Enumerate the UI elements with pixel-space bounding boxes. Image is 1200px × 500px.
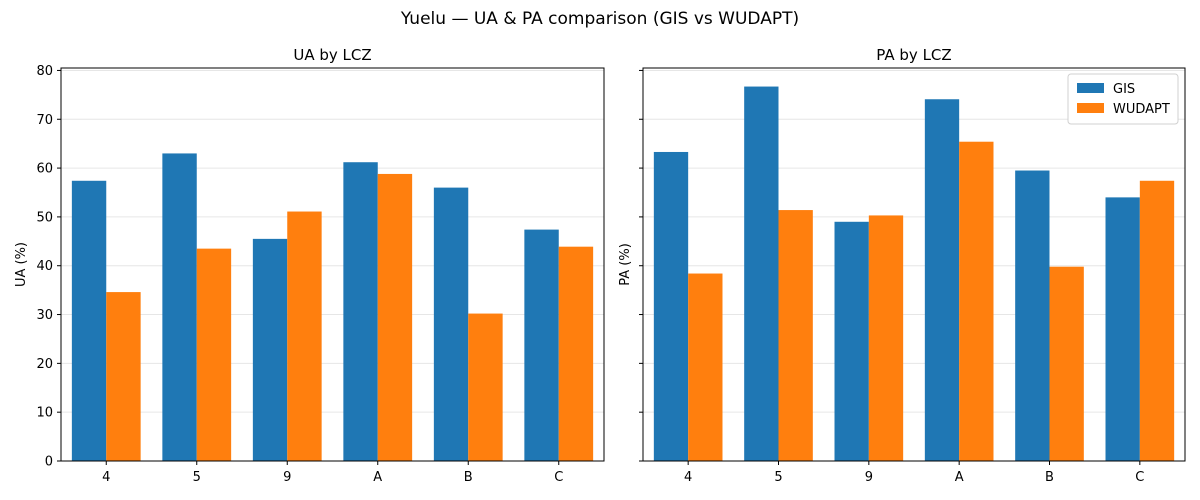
bar-gis-a	[343, 162, 378, 462]
legend-swatch-wudapt	[1077, 103, 1104, 113]
x-tick-label: 5	[193, 470, 201, 485]
legend: GIS WUDAPT	[1067, 73, 1179, 125]
bar-wudapt-4	[688, 273, 723, 461]
bar-wudapt-c	[1139, 180, 1175, 461]
bar-gis-c	[524, 229, 559, 461]
x-tick-label: A	[373, 470, 382, 485]
x-tick-label: 5	[774, 470, 782, 485]
x-tick-label: 4	[102, 470, 110, 485]
y-tick-label: 30	[36, 308, 53, 323]
legend-swatch-gis	[1077, 83, 1104, 93]
axes-frame	[642, 67, 1186, 462]
x-tick-label: B	[1045, 470, 1054, 485]
bar-gis-b	[433, 187, 469, 461]
y-axis-label: PA (%)	[618, 243, 633, 286]
bar-gis-5	[162, 153, 197, 461]
y-tick-label: 50	[36, 210, 53, 225]
pa-panel: 4 5 9 A B C PA by LCZ PA (%) GIS WUDAPT	[618, 46, 1186, 485]
x-tick-label: A	[955, 470, 964, 485]
y-tick-label: 60	[36, 162, 53, 177]
bar-wudapt-a	[377, 173, 413, 461]
bar-gis-c	[1105, 197, 1140, 461]
legend-label-wudapt: WUDAPT	[1113, 102, 1170, 117]
x-tick-label: B	[464, 470, 473, 485]
y-tick-label: 10	[36, 406, 53, 421]
bar-wudapt-b	[468, 313, 503, 461]
x-tick-label: C	[1135, 470, 1144, 485]
bar-wudapt-a	[959, 141, 994, 461]
axes-title: PA by LCZ	[876, 46, 951, 64]
figure-suptitle: Yuelu — UA & PA comparison (GIS vs WUDAP…	[400, 9, 799, 29]
x-tick-label: 4	[684, 470, 692, 485]
x-tick-label: 9	[283, 470, 291, 485]
bar-wudapt-5	[196, 248, 232, 461]
bar-wudapt-b	[1049, 266, 1084, 461]
bar-gis-4	[71, 180, 107, 461]
axes-title: UA by LCZ	[293, 46, 371, 64]
bar-wudapt-c	[558, 246, 594, 461]
y-tick-label: 20	[36, 357, 53, 372]
bar-wudapt-5	[778, 210, 813, 461]
bar-wudapt-4	[106, 292, 141, 461]
bar-gis-5	[744, 86, 779, 462]
axes-frame	[60, 67, 605, 462]
x-tick-label: C	[554, 470, 563, 485]
ua-panel: 0 10 20 30 40 50 60 70 80 4 5 9 A B C UA by LCZ UA (%)	[14, 46, 605, 485]
bar-gis-9	[834, 221, 869, 461]
y-tick-label: 80	[36, 64, 53, 79]
y-tick-label: 0	[45, 455, 53, 470]
bar-gis-b	[1015, 170, 1050, 462]
bar-gis-4	[653, 151, 689, 461]
bar-gis-a	[924, 99, 960, 461]
y-tick-label: 40	[36, 259, 53, 274]
y-axis-label: UA (%)	[14, 242, 29, 287]
x-tick-label: 9	[865, 470, 873, 485]
legend-label-gis: GIS	[1113, 82, 1135, 97]
bar-wudapt-9	[287, 211, 322, 461]
bar-gis-9	[252, 238, 288, 461]
y-tick-label: 70	[36, 113, 53, 128]
bar-wudapt-9	[868, 215, 904, 461]
